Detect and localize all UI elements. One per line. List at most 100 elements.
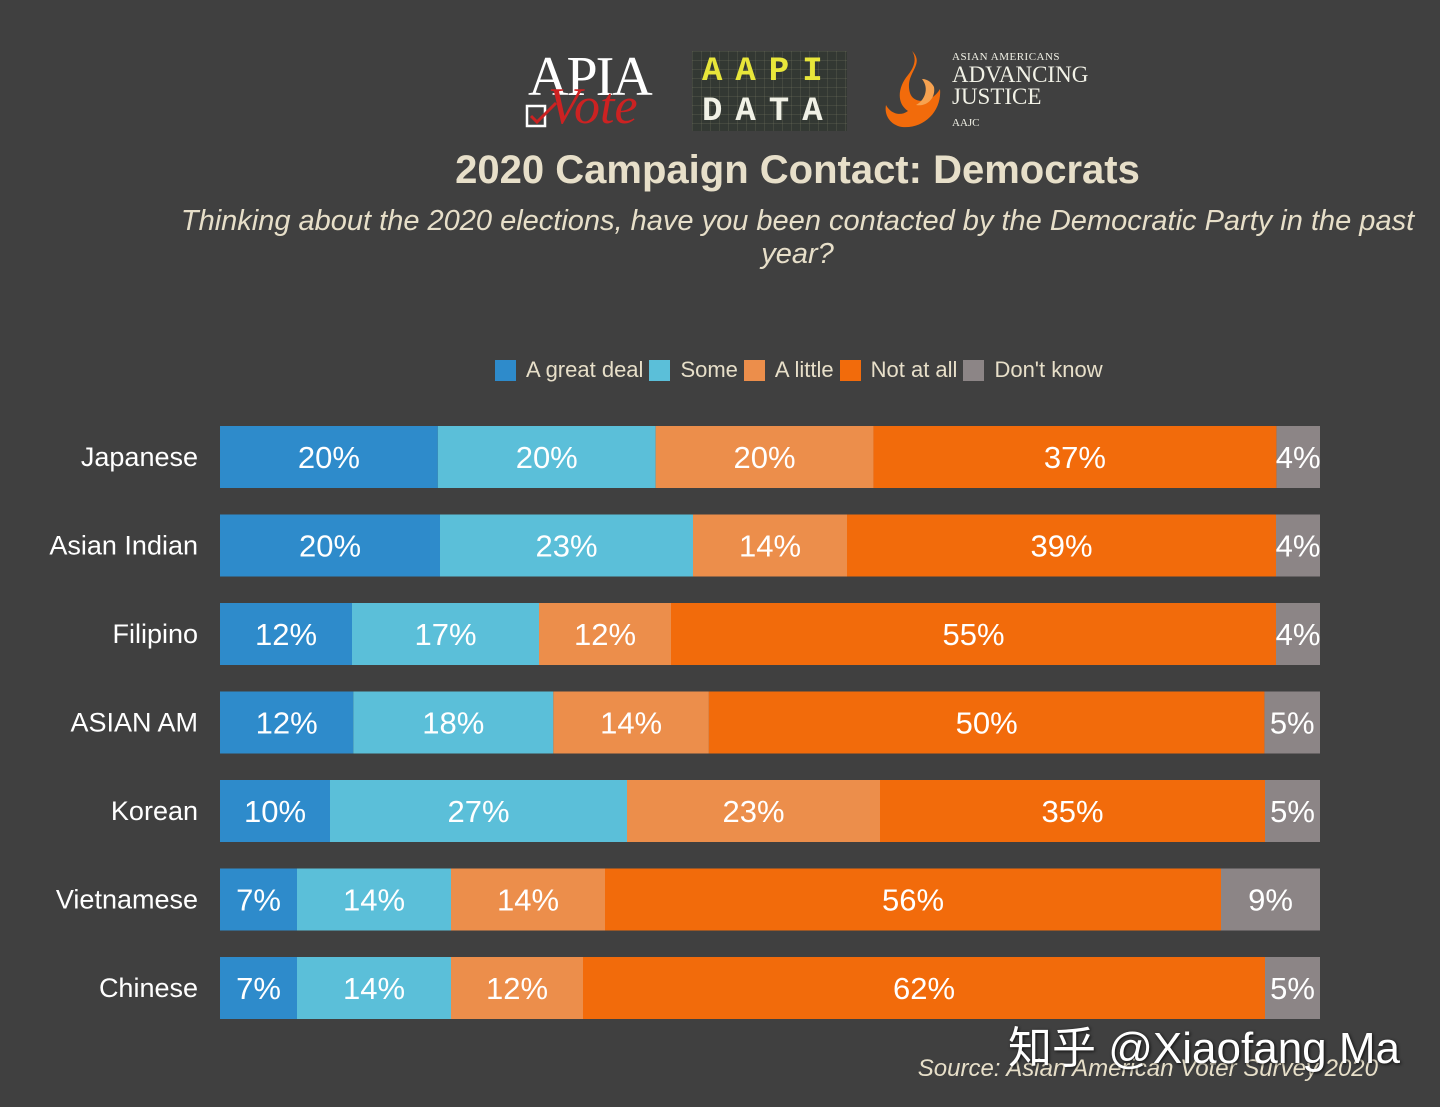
legend-item: A great deal — [495, 357, 643, 383]
data-label: 12% — [486, 971, 548, 1006]
category-label: Filipino — [112, 619, 198, 649]
apia-logo-text: APIA — [528, 46, 653, 108]
data-label: 18% — [422, 706, 484, 741]
aaj-logo-small-text: ASIAN AMERICANS — [952, 51, 1061, 63]
bar-segment — [297, 957, 451, 1019]
data-label: 50% — [956, 706, 1018, 741]
data-label: 14% — [497, 883, 559, 918]
category-label: Asian Indian — [49, 531, 198, 561]
bar-segment — [553, 691, 709, 754]
data-label: 12% — [256, 706, 318, 741]
chart-subtitle: Thinking about the 2020 elections, have … — [180, 205, 1415, 270]
bar-segment — [353, 691, 554, 754]
data-label: 56% — [882, 883, 944, 918]
legend-label: A little — [774, 357, 834, 382]
vote-logo-text: Vote — [548, 78, 638, 135]
checkbox-icon — [525, 101, 558, 128]
data-label: 14% — [739, 529, 801, 564]
data-label: 37% — [1044, 440, 1106, 475]
bar-segment — [655, 426, 874, 488]
data-label: 4% — [1276, 440, 1321, 475]
source-note: Source: Asian American Voter Survey 2020 — [917, 1055, 1378, 1082]
data-label: 35% — [1041, 794, 1103, 829]
bar-segment — [627, 780, 880, 842]
data-label: 4% — [1276, 617, 1321, 652]
data-logo-text: DATA — [702, 93, 836, 131]
data-label: 14% — [343, 883, 405, 918]
legend-swatch — [839, 359, 861, 381]
bar-segment — [583, 957, 1265, 1019]
aaj-logo-justice-text: JUSTICE — [952, 84, 1042, 109]
legend-item: Some — [649, 357, 738, 383]
data-label: 27% — [447, 794, 509, 829]
data-label: 20% — [734, 440, 796, 475]
data-label: 9% — [1248, 883, 1293, 918]
bar-segment — [1264, 691, 1320, 754]
flame-icon — [885, 51, 941, 128]
bar-segment — [220, 426, 438, 488]
bar-segment — [220, 514, 440, 577]
bar-segment — [671, 603, 1276, 665]
bar-segment — [1276, 603, 1320, 665]
bar-segment — [220, 957, 297, 1019]
data-label: 23% — [535, 529, 597, 564]
data-label: 20% — [299, 529, 361, 564]
bar-segment — [440, 514, 693, 577]
legend-label: Some — [680, 357, 738, 382]
data-label: 14% — [343, 971, 405, 1006]
bar-segment — [1221, 868, 1320, 931]
aapi-data-logo: AAPI DATA — [692, 51, 847, 131]
bar-segment — [297, 868, 451, 931]
legend-label: A great deal — [526, 357, 644, 382]
bar-segment — [330, 780, 627, 842]
data-label: 14% — [600, 706, 662, 741]
bar-segment — [1265, 957, 1320, 1019]
data-label: 55% — [942, 617, 1004, 652]
data-label: 4% — [1276, 529, 1321, 564]
legend-item: Don't know — [963, 357, 1103, 383]
data-label: 12% — [255, 617, 317, 652]
data-label: 10% — [244, 794, 306, 829]
legend-label: Not at all — [870, 357, 958, 382]
chart-title: 2020 Campaign Contact: Democrats — [455, 148, 1140, 192]
legend-item: Not at all — [839, 357, 958, 383]
bar-segment — [352, 603, 539, 665]
data-label: 7% — [236, 883, 281, 918]
bar-segment — [1276, 426, 1320, 488]
bar-segment — [1265, 780, 1320, 842]
category-label: ASIAN AM — [70, 708, 198, 738]
data-label: 20% — [516, 440, 578, 475]
bar-segment — [605, 868, 1221, 931]
category-label: Korean — [111, 796, 198, 826]
category-label: Vietnamese — [56, 885, 198, 915]
category-label: Japanese — [81, 442, 198, 472]
data-label: 62% — [893, 971, 955, 1006]
bar-segment — [539, 603, 671, 665]
aaj-logo-advancing-text: ADVANCING — [952, 62, 1089, 87]
data-label: 12% — [574, 617, 636, 652]
bar-segment — [847, 514, 1276, 577]
bar-segment — [708, 691, 1265, 754]
aapi-logo-text: AAPI — [702, 53, 836, 91]
bar-segment — [693, 514, 847, 577]
data-label: 5% — [1270, 706, 1315, 741]
aajc-logo-text: AAJC — [952, 117, 980, 129]
legend-swatch — [963, 359, 985, 381]
data-label: 20% — [298, 440, 360, 475]
bar-segment — [220, 868, 297, 931]
data-label: 39% — [1030, 529, 1092, 564]
legend-swatch — [649, 359, 671, 381]
bar-segment — [437, 426, 656, 488]
logo-strip: APIA Vote AAPI DATA ASIAN AMERICANS ADVA… — [520, 45, 1120, 140]
legend-item: A little — [743, 357, 834, 383]
data-label: 17% — [414, 617, 476, 652]
legend-label: Don't know — [994, 357, 1103, 382]
category-label: Chinese — [99, 973, 198, 1003]
legend-swatch — [743, 359, 765, 381]
bar-segment — [1276, 514, 1320, 577]
bar-segment — [220, 603, 352, 665]
bar-segment — [220, 691, 354, 754]
bar-segment — [220, 780, 330, 842]
legend-swatch — [495, 359, 516, 381]
